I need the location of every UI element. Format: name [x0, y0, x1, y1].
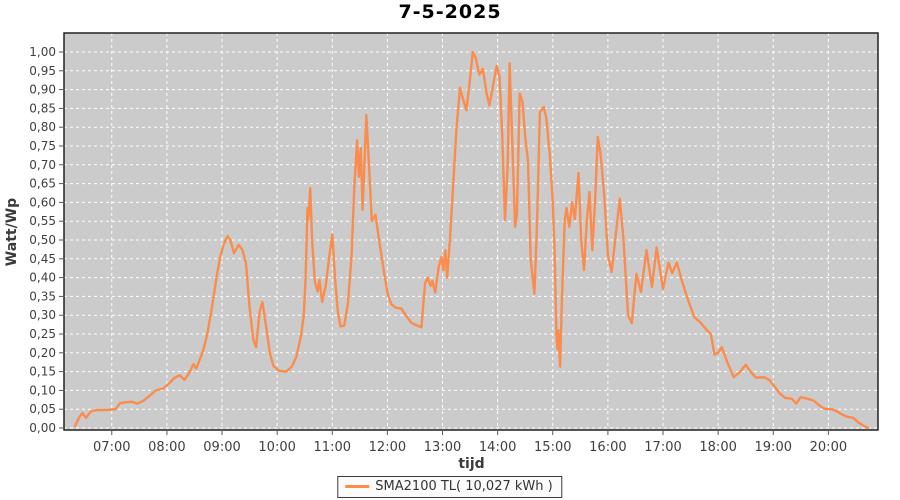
y-tick-label: 0,35 — [29, 289, 56, 303]
y-tick-label: 0,55 — [29, 214, 56, 228]
y-tick-label: 0,85 — [29, 101, 56, 115]
y-axis-title: Watt/Wp — [4, 197, 20, 267]
x-tick-label: 18:00 — [699, 440, 736, 455]
y-tick-label: 0,40 — [29, 271, 56, 285]
x-tick-label: 10:00 — [258, 440, 295, 455]
series-line — [73, 50, 870, 430]
x-tick-label: 16:00 — [589, 440, 626, 455]
x-tick-label: 20:00 — [810, 440, 847, 455]
plot-area: 0,00 0,05 0,10 0,15 0,20 0,25 0,30 0,35 0,40 0,45… — [29, 32, 879, 455]
y-tick-label: 0,05 — [29, 402, 56, 416]
x-tick-label: 08:00 — [148, 440, 185, 455]
x-tick-label: 19:00 — [755, 440, 792, 455]
plot-background — [64, 33, 878, 430]
y-tick-label: 0,00 — [29, 421, 56, 435]
y-tick-label: 0,75 — [29, 139, 56, 153]
x-tick-label: 15:00 — [534, 440, 571, 455]
x-tick-label: 14:00 — [479, 440, 516, 455]
y-tick-label: 0,50 — [29, 233, 56, 247]
y-tick-label: 0,80 — [29, 120, 56, 134]
y-tick-label: 0,95 — [29, 64, 56, 78]
y-tick-label: 0,30 — [29, 308, 56, 322]
x-tick-label: 12:00 — [369, 440, 406, 455]
y-tick-label: 0,60 — [29, 195, 56, 209]
y-tick-label: 0,45 — [29, 252, 56, 266]
x-tick-label: 13:00 — [424, 440, 461, 455]
y-tick-label: 0,65 — [29, 177, 56, 191]
x-tick-label: 07:00 — [93, 440, 130, 455]
chart-title: 7-5-2025 — [398, 1, 502, 23]
plot-border — [63, 32, 879, 431]
legend: SMA2100 TL( 10,027 kWh ) — [337, 476, 563, 498]
y-tick-label: 0,70 — [29, 158, 56, 172]
y-tick-label: 1,00 — [29, 45, 56, 59]
legend-label: SMA2100 TL( 10,027 kWh ) — [375, 479, 553, 494]
x-tick-label: 17:00 — [644, 440, 681, 455]
x-tick-label: 11:00 — [314, 440, 351, 455]
x-tick-label: 09:00 — [203, 440, 240, 455]
y-tick-label: 0,90 — [29, 83, 56, 97]
legend-line-swatch — [345, 485, 370, 488]
y-tick-label: 0,15 — [29, 365, 56, 379]
x-axis-title: tijd — [458, 456, 485, 472]
y-tick-label: 0,20 — [29, 346, 56, 360]
y-tick-label: 0,25 — [29, 327, 56, 341]
y-tick-label: 0,10 — [29, 383, 56, 397]
